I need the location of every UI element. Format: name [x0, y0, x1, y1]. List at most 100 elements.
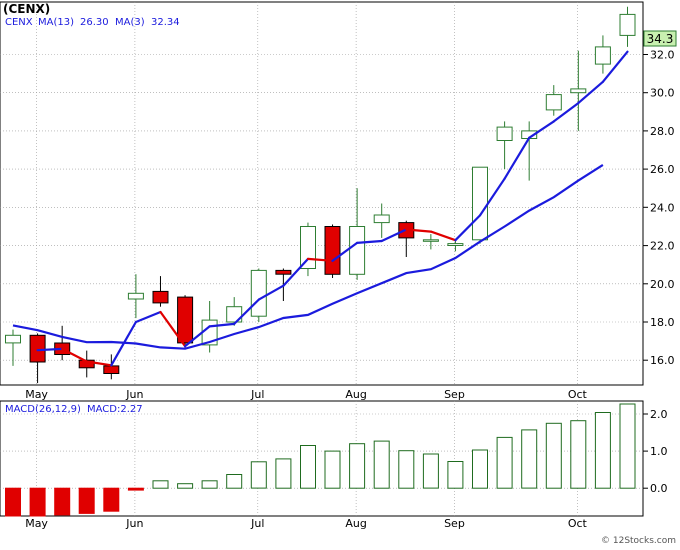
candle-body — [152, 290, 169, 304]
month-label-price: Oct — [568, 388, 588, 401]
price-tick-label: 24.0 — [650, 201, 675, 214]
macd-histogram — [5, 403, 636, 517]
macd-bar — [226, 474, 243, 489]
candle-body — [275, 269, 292, 275]
ma3-line-segment — [429, 230, 457, 242]
price-grid — [0, 2, 643, 385]
macd-bar — [201, 480, 218, 489]
macd-bar — [349, 443, 366, 489]
macd-bar — [152, 480, 169, 489]
candle-body — [496, 126, 513, 141]
ma3-line-segment — [577, 80, 605, 105]
month-label-macd: Jun — [125, 517, 143, 530]
macd-bar — [127, 487, 144, 491]
ma3-line-segment — [85, 360, 113, 367]
month-label-price: May — [25, 388, 48, 401]
macd-bar — [619, 403, 636, 489]
macd-tick-label: 0.0 — [650, 482, 668, 495]
macd-bar — [177, 483, 194, 489]
price-tick-label: 32.0 — [650, 49, 675, 62]
ma3-line-segment — [282, 257, 310, 287]
month-label-price: Sep — [444, 388, 465, 401]
macd-bar — [496, 436, 513, 489]
macd-bar — [570, 420, 587, 489]
macd-bar — [78, 487, 95, 514]
candle-body — [619, 13, 636, 36]
macd-bar — [472, 449, 488, 489]
last-price-tag-box — [643, 30, 677, 47]
ma3-line-segment — [380, 228, 408, 243]
candle-body — [349, 226, 366, 275]
macd-bar — [5, 487, 21, 517]
macd-bar — [398, 450, 415, 489]
ma3-line-segment — [528, 120, 555, 139]
month-axis: May May Jun Jun Jul Jul Aug Aug Sep Sep Oct Oct — [25, 388, 587, 530]
macd-bar — [54, 487, 71, 516]
macd-bar — [29, 487, 46, 517]
candle-body — [594, 46, 611, 65]
candle-body — [422, 239, 439, 242]
candle-body — [226, 306, 243, 323]
candle-body — [177, 296, 194, 344]
price-axis: 16.0 18.0 20.0 22.0 24.0 26.0 28.0 30.0 32.0 — [643, 49, 675, 367]
chart-title: (CENX) — [3, 2, 50, 16]
candle-body — [300, 226, 316, 269]
ma3-line-segment — [331, 241, 359, 262]
price-tick-label: 18.0 — [650, 316, 675, 329]
price-panel: 16.0 18.0 20.0 22.0 24.0 26.0 28.0 30.0 32.0 34.… — [0, 1, 677, 386]
candle-body — [373, 214, 390, 224]
macd-bar — [521, 429, 538, 489]
ma3-line-segment — [233, 298, 260, 325]
legend-ma3-label: MA(3) — [115, 17, 145, 28]
ma3-line-segment — [36, 347, 64, 352]
macd-bar — [545, 422, 562, 489]
macd-panel-frame — [0, 400, 644, 517]
month-label-macd: Jul — [250, 517, 264, 530]
month-label-price: Jul — [250, 388, 264, 401]
candle-body — [447, 243, 464, 247]
ma3-line-segment — [552, 101, 580, 123]
candle-body — [472, 166, 488, 241]
macd-bar — [422, 453, 439, 489]
price-tick-label: 16.0 — [650, 354, 675, 367]
candle-body — [103, 365, 120, 374]
month-label-price: Jun — [125, 388, 143, 401]
macd-params-label: MACD(26,12,9) — [5, 404, 81, 415]
ma3-line-segment — [503, 136, 531, 180]
macd-bar — [324, 450, 341, 489]
candle-body — [78, 359, 95, 369]
legend-symbol: CENX — [5, 17, 33, 28]
ma3-line-segment — [601, 50, 629, 83]
ma3-line-segment — [208, 322, 236, 328]
month-label-macd: May — [25, 517, 48, 530]
price-legend: CENX MA(13) 26.30 MA(3) 32.34 — [5, 17, 180, 28]
macd-tick-label: 2.0 — [650, 408, 668, 421]
candle-body — [29, 334, 46, 363]
moving-average-lines — [12, 50, 629, 367]
price-tick-label: 22.0 — [650, 240, 675, 253]
ma13-line — [12, 163, 604, 350]
ma3-line-segment — [306, 257, 334, 262]
month-label-macd: Sep — [444, 517, 465, 530]
ma3-line-segment — [478, 177, 506, 217]
legend-ma13-value: 26.30 — [80, 17, 109, 28]
macd-bar — [594, 412, 611, 489]
price-tick-label: 30.0 — [650, 87, 675, 100]
candle-body — [250, 269, 267, 317]
ma3-line-segment — [405, 228, 432, 233]
copyright-footer: © 12Stocks.com — [601, 536, 676, 546]
ma3-line-segment — [110, 320, 137, 367]
ma3-line-segment — [61, 347, 88, 363]
macd-axis: 0.0 1.0 2.0 — [643, 408, 668, 495]
macd-bar — [373, 440, 390, 489]
macd-tick-label: 1.0 — [650, 445, 668, 458]
price-panel-frame — [0, 1, 644, 386]
month-label-price: Aug — [345, 388, 366, 401]
ma3-line-segment — [257, 284, 285, 301]
price-tick-label: 26.0 — [650, 163, 675, 176]
macd-bar — [447, 461, 464, 489]
ma3-line-segment — [159, 310, 187, 348]
candle-body — [570, 88, 587, 94]
